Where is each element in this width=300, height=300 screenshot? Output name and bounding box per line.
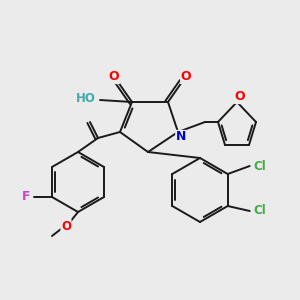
Text: N: N xyxy=(176,130,186,143)
Text: O: O xyxy=(109,70,119,83)
Text: O: O xyxy=(181,70,191,83)
Text: HO: HO xyxy=(76,92,96,104)
Text: O: O xyxy=(61,220,71,232)
Text: F: F xyxy=(22,190,30,203)
Text: Cl: Cl xyxy=(253,205,266,218)
Text: Cl: Cl xyxy=(253,160,266,172)
Text: O: O xyxy=(235,91,245,103)
